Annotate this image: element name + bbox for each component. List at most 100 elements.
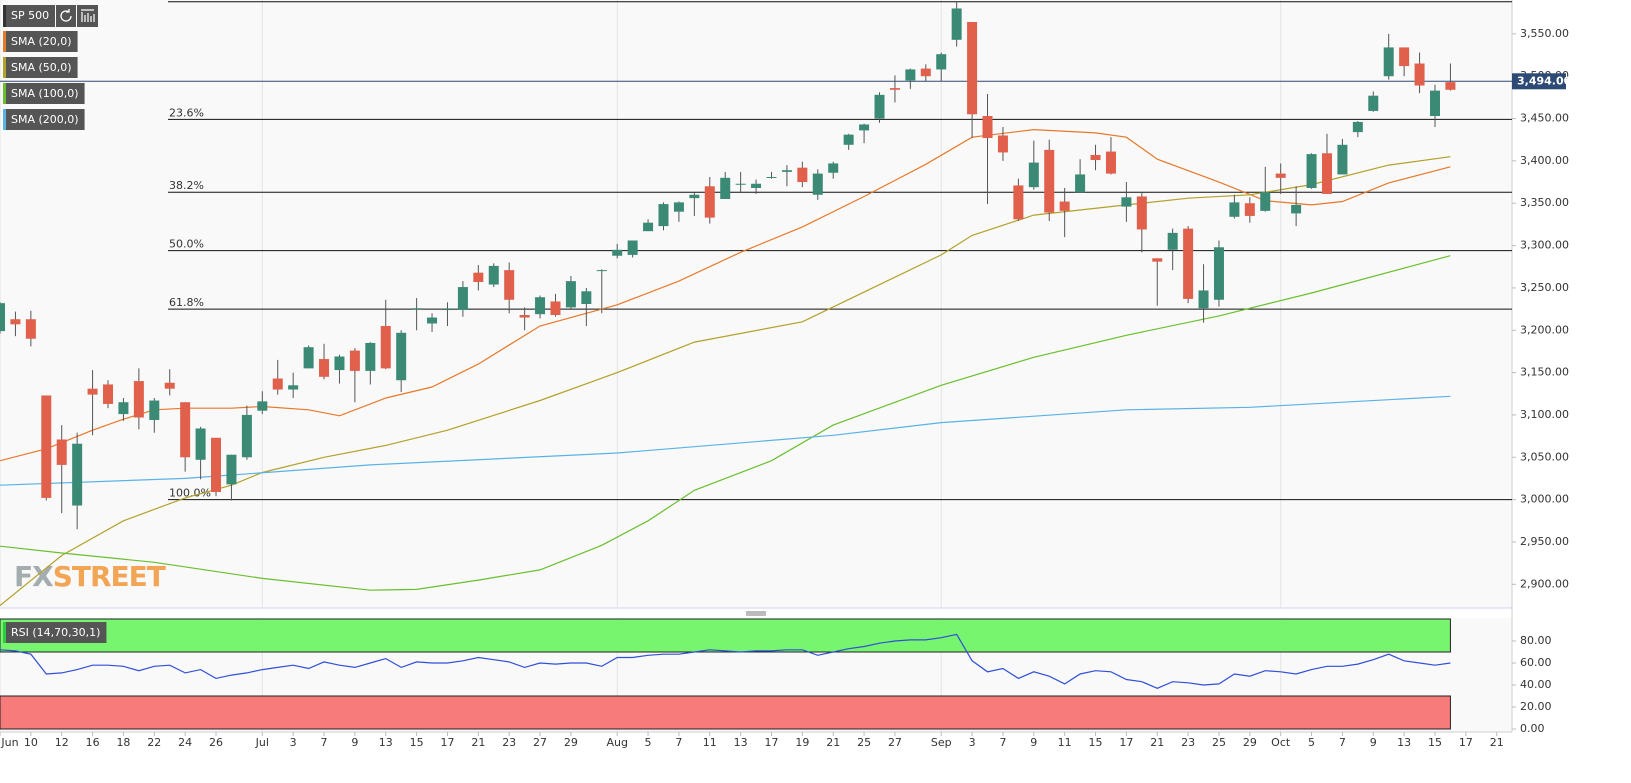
legend-box: [3, 57, 78, 78]
candle-body: [1136, 196, 1147, 230]
y-tick-label: 40.00: [1520, 678, 1552, 691]
candle-body: [195, 428, 206, 460]
candle-body: [689, 194, 700, 199]
candle-body: [1121, 197, 1132, 207]
candle-body: [581, 291, 592, 304]
x-tick-label: 13: [1397, 736, 1411, 749]
x-tick-label: 21: [471, 736, 485, 749]
x-tick-label: 7: [321, 736, 328, 749]
candle-body: [550, 301, 561, 316]
x-tick-label: 3: [290, 736, 297, 749]
legend-label: SMA (20,0): [11, 35, 72, 48]
sma-line: [0, 255, 1451, 591]
x-tick-label: 25: [857, 736, 871, 749]
y-tick-label: 3,100.00: [1520, 408, 1569, 421]
refresh-button[interactable]: [56, 5, 76, 27]
x-tick-label: 18: [116, 736, 130, 749]
candle-body: [10, 319, 21, 325]
candle-body: [1399, 47, 1410, 67]
last-price-box: [1512, 73, 1566, 90]
y-tick-label: 3,300.00: [1520, 239, 1569, 252]
legend-box: [3, 31, 78, 52]
candle-body: [1291, 204, 1302, 214]
candle-body: [627, 240, 638, 255]
x-tick-label: Jun: [0, 736, 18, 749]
last-price-label: 3,494.00: [1517, 74, 1572, 87]
x-tick-label: 7: [1339, 736, 1346, 749]
legend-box: [3, 109, 85, 130]
y-tick-label: 3,200.00: [1520, 323, 1569, 336]
candle-body: [982, 116, 993, 139]
fib-label: 38.2%: [169, 179, 204, 192]
candle-body: [828, 163, 839, 173]
candle-body: [56, 439, 67, 465]
legend-label: SMA (50,0): [11, 61, 72, 74]
symbol-box: [3, 5, 55, 27]
x-tick-label: 24: [178, 736, 192, 749]
candle-body: [1352, 121, 1363, 133]
fib-label: 23.6%: [169, 106, 204, 119]
candle-body: [488, 265, 499, 285]
candle-body: [1090, 154, 1101, 161]
x-tick-label: 16: [86, 736, 100, 749]
candle-body: [0, 303, 5, 332]
candle-body: [535, 297, 546, 315]
x-tick-label: 9: [1030, 736, 1037, 749]
candle-body: [411, 308, 422, 310]
candle-body: [1075, 174, 1086, 193]
refresh-icon: [60, 9, 72, 22]
x-tick-label: 23: [1181, 736, 1195, 749]
fib-label: 61.8%: [169, 296, 204, 309]
candle-body: [25, 319, 36, 339]
candle-body: [272, 378, 283, 390]
candle-body: [118, 402, 129, 415]
candle-body: [1152, 258, 1163, 262]
x-tick-label: 17: [1459, 736, 1473, 749]
x-tick-label: 21: [826, 736, 840, 749]
fib-label: 50.0%: [169, 238, 204, 251]
candle-body: [349, 350, 360, 371]
candle-body: [797, 167, 808, 183]
y-tick-label: 3,400.00: [1520, 154, 1569, 167]
candle-body: [720, 177, 731, 199]
candle-body: [380, 326, 391, 369]
x-tick-label: 5: [645, 736, 652, 749]
candle-body: [920, 68, 931, 77]
legend-box: [3, 83, 85, 104]
candle-body: [781, 170, 792, 172]
candle-body: [1213, 247, 1224, 300]
candle-body: [427, 317, 438, 324]
candle-body: [257, 401, 268, 411]
candle-body: [1028, 162, 1039, 188]
candle-body: [164, 382, 175, 389]
rsi-band: [0, 618, 1451, 653]
x-tick-label: 7: [675, 736, 682, 749]
panel-resize-handle[interactable]: [746, 611, 766, 616]
y-tick-label: 3,550.00: [1520, 27, 1569, 40]
y-tick-label: 2,950.00: [1520, 535, 1569, 548]
y-tick-label: 0.00: [1520, 722, 1545, 735]
candle-body: [133, 381, 144, 418]
y-tick-label: 2,900.00: [1520, 577, 1569, 590]
legend-swatch: [3, 622, 6, 643]
x-tick-label: 15: [410, 736, 424, 749]
candle-body: [643, 222, 654, 232]
candle-body: [905, 69, 916, 81]
y-tick-label: 3,150.00: [1520, 366, 1569, 379]
candle-body: [1183, 228, 1194, 299]
legend: SMA (20,0) SMA (50,0) SMA (100,0) SMA (200,…: [3, 31, 107, 643]
legend-swatch: [3, 57, 6, 78]
candle-body: [843, 134, 854, 145]
candle-body: [303, 347, 314, 369]
x-tick-label: 17: [765, 736, 779, 749]
sma-line: [0, 395, 1451, 486]
candle-body: [226, 454, 237, 485]
candle-body: [334, 356, 345, 371]
candle-body: [180, 402, 191, 458]
y-tick-label: 20.00: [1520, 700, 1552, 713]
legend-swatch: [3, 109, 6, 130]
price-panel: [0, 0, 1512, 608]
candle-body: [241, 414, 252, 458]
toolbar: SP 500: [3, 5, 98, 27]
x-tick-label: 25: [1212, 736, 1226, 749]
